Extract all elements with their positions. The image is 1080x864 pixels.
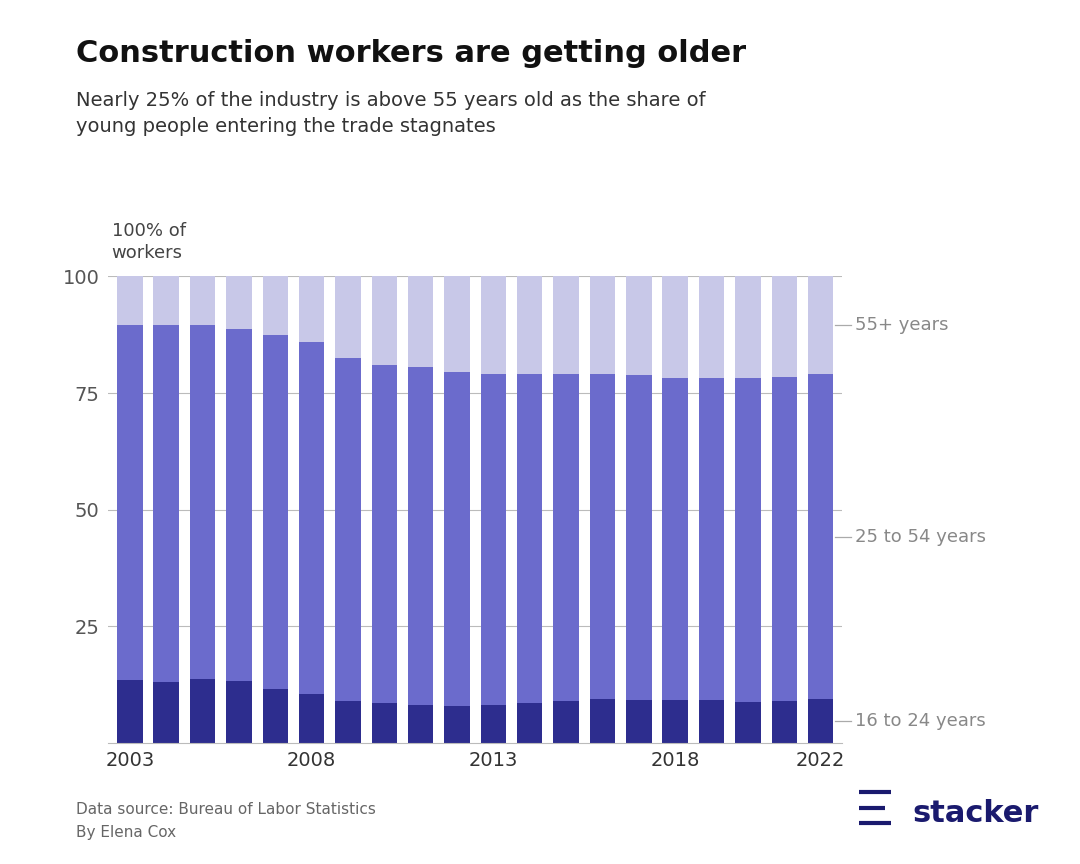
Bar: [808, 374, 834, 699]
Bar: [226, 682, 252, 743]
Bar: [553, 374, 579, 701]
Bar: [444, 372, 470, 706]
Bar: [735, 378, 760, 702]
Bar: [190, 678, 215, 743]
Text: Nearly 25% of the industry is above 55 years old as the share of
young people en: Nearly 25% of the industry is above 55 y…: [76, 91, 705, 137]
Text: Construction workers are getting older: Construction workers are getting older: [76, 39, 745, 68]
Text: By Elena Cox: By Elena Cox: [76, 825, 176, 840]
Bar: [590, 699, 616, 743]
Bar: [372, 703, 397, 743]
Bar: [153, 326, 179, 683]
Bar: [153, 683, 179, 743]
Bar: [408, 276, 433, 366]
Bar: [626, 700, 651, 743]
Bar: [335, 276, 361, 358]
Bar: [735, 702, 760, 743]
Bar: [517, 703, 542, 743]
Bar: [699, 276, 725, 378]
Bar: [771, 701, 797, 743]
Bar: [517, 374, 542, 703]
Text: 25 to 54 years: 25 to 54 years: [855, 528, 986, 545]
Bar: [662, 700, 688, 743]
Text: 100% of
workers: 100% of workers: [111, 222, 186, 263]
Bar: [808, 699, 834, 743]
Bar: [335, 358, 361, 701]
Bar: [335, 701, 361, 743]
Bar: [771, 377, 797, 701]
Bar: [117, 680, 143, 743]
Bar: [481, 705, 507, 743]
Bar: [444, 276, 470, 372]
Bar: [590, 374, 616, 699]
Bar: [662, 378, 688, 700]
Bar: [117, 326, 143, 680]
Bar: [226, 276, 252, 329]
Bar: [590, 276, 616, 374]
Bar: [299, 694, 324, 743]
Bar: [481, 276, 507, 373]
Bar: [408, 366, 433, 705]
Text: 16 to 24 years: 16 to 24 years: [855, 712, 986, 730]
Bar: [262, 334, 288, 689]
Bar: [117, 276, 143, 326]
Bar: [481, 373, 507, 705]
Text: 55+ years: 55+ years: [855, 316, 948, 334]
Bar: [662, 276, 688, 378]
Bar: [153, 276, 179, 326]
Bar: [262, 689, 288, 743]
Bar: [299, 342, 324, 694]
Bar: [372, 365, 397, 703]
Bar: [262, 276, 288, 334]
Bar: [553, 276, 579, 374]
Bar: [553, 701, 579, 743]
Bar: [626, 276, 651, 375]
Bar: [190, 276, 215, 326]
Bar: [626, 375, 651, 700]
Text: Data source: Bureau of Labor Statistics: Data source: Bureau of Labor Statistics: [76, 802, 376, 816]
Bar: [771, 276, 797, 377]
Bar: [735, 276, 760, 378]
Bar: [517, 276, 542, 374]
Bar: [699, 700, 725, 743]
Bar: [808, 276, 834, 374]
Text: stacker: stacker: [913, 799, 1039, 829]
Bar: [444, 706, 470, 743]
Bar: [299, 276, 324, 342]
Bar: [226, 329, 252, 682]
Bar: [699, 378, 725, 700]
Bar: [372, 276, 397, 365]
Bar: [408, 705, 433, 743]
Bar: [190, 326, 215, 678]
